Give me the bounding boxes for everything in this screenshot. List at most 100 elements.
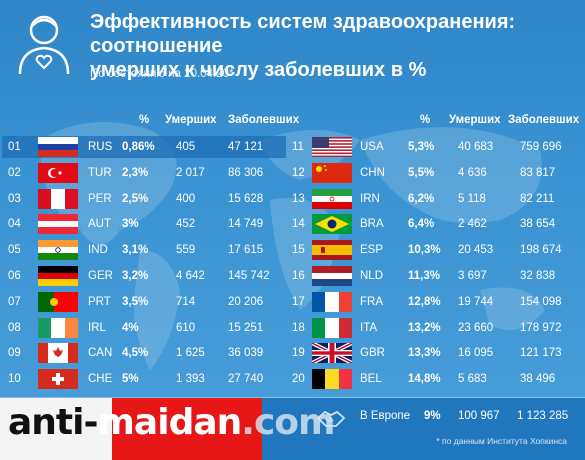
death-rate: 13,3% [408,347,441,360]
table-row: 08 IRL 4% 610 15 251 [0,317,585,339]
watermark: anti-maidan.com [0,398,585,460]
watermark-red-block [112,398,262,460]
cases-count: 145 742 [228,270,270,282]
death-rate: 14,8% [408,373,441,386]
table-row: 04 AUT 3% 452 14 749 [0,213,585,235]
deaths-count: 1 393 [176,373,205,386]
table-row: 17 FRA 12,8% 19 744 154 098 [0,291,585,313]
table-row: 05 IND 3,1% 559 17 615 [0,239,585,261]
row-number: 12 [292,166,305,179]
table-row: 06 GER 3,2% 4 642 145 742 [0,265,585,287]
death-rate: 3% [122,218,139,231]
cases-count: 38 496 [520,373,556,386]
deaths-count: 452 [176,218,196,231]
table-row: 13 IRN 6,2% 5 118 82 211 [0,188,585,210]
header: Эффективность систем здравоохранения: со… [0,0,585,98]
cases-count: 36 039 [228,347,264,360]
italy-flag [312,317,352,338]
deaths-count: 400 [176,192,196,205]
country-code: IRL [88,321,106,334]
row-number: 18 [292,321,305,334]
deaths-count: 23 660 [458,321,494,334]
row-number: 19 [292,347,305,360]
col-deaths-left: Умерших [165,114,217,126]
country-code: IND [88,244,108,257]
row-number: 01 [8,141,21,153]
ireland-flag [38,317,78,338]
date-subtitle: По состоянию на 20.04.20* [90,68,234,80]
watermark-white-block [0,398,112,460]
cases-count: 15 628 [228,192,264,205]
death-rate: 4% [122,321,139,334]
cases-count: 121 173 [520,347,562,360]
cases-count: 32 838 [520,270,556,282]
deaths-count: 40 683 [458,141,494,153]
table-row: 01 RUS 0,86% 405 47 121 [0,136,585,158]
divider [0,397,585,398]
death-rate: 2,3% [122,166,149,179]
spain-flag [312,240,352,261]
death-rate: 5% [122,373,139,386]
uk-flag [312,343,352,364]
country-code: BRA [360,218,384,231]
row-number: 15 [292,244,305,257]
title-line-1: Эффективность систем здравоохранения: со… [90,11,516,57]
country-code: PER [88,192,112,205]
deaths-count: 1 625 [176,347,205,360]
belgium-flag [312,369,352,390]
handshake-icon [316,410,346,427]
death-rate: 3,1% [122,244,149,257]
turkey-flag [38,162,78,183]
country-code: NLD [360,270,384,282]
table-row: 10 CHE 5% 1 393 27 740 [0,368,585,390]
row-number: 06 [8,270,21,282]
row-number: 20 [292,373,305,386]
death-rate: 10,3% [408,244,441,257]
deaths-count: 5 683 [458,373,487,386]
row-number: 02 [8,166,21,179]
france-flag [312,291,352,312]
col-cases-left: Заболевших [228,114,300,126]
deaths-count: 610 [176,321,196,334]
deaths-count: 2 017 [176,166,205,179]
table-row: 18 ITA 13,2% 23 660 178 972 [0,317,585,339]
table-row: 03 PER 2,5% 400 15 628 [0,188,585,210]
death-rate: 6,4% [408,218,435,231]
table-row: 14 BRA 6,4% 2 462 38 654 [0,213,585,235]
deaths-count: 4 636 [458,166,487,179]
col-pct-right: % [420,114,431,126]
doctor-heart-icon [18,15,70,75]
brazil-flag [312,214,352,235]
deaths-count: 4 642 [176,270,205,282]
watermark-part-1: anti- [8,402,98,443]
row-number: 11 [292,141,304,153]
deaths-count: 20 453 [458,244,494,257]
deaths-count: 714 [176,295,196,308]
india-flag [38,240,78,261]
austria-flag [38,214,78,235]
death-rate: 4,5% [122,347,149,360]
death-rate: 0,86% [122,141,155,153]
cases-count: 47 121 [228,141,264,153]
china-flag [312,162,352,183]
deaths-count: 16 095 [458,347,494,360]
table-row: 16 NLD 11,3% 3 697 32 838 [0,265,585,287]
russia-flag [38,137,78,157]
cases-count: 86 306 [228,166,264,179]
row-number: 04 [8,218,21,231]
country-code: ESP [360,244,384,257]
row-number: 09 [8,347,21,360]
cases-count: 83 817 [520,166,556,179]
europe-deaths: 100 967 [458,410,500,422]
cases-count: 82 211 [520,192,555,205]
cases-count: 759 696 [520,141,562,153]
cases-count: 17 615 [228,244,264,257]
country-code: CHE [88,373,113,386]
death-rate: 6,2% [408,192,435,205]
cases-count: 15 251 [228,321,264,334]
death-rate: 11,3% [408,270,440,282]
cases-count: 27 740 [228,373,264,386]
death-rate: 5,5% [408,166,435,179]
country-code: USA [360,141,384,153]
